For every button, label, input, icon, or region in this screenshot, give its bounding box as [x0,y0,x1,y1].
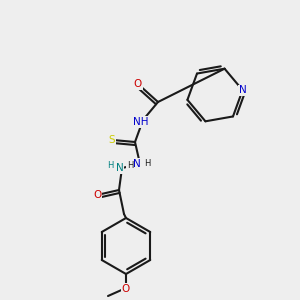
Text: N: N [133,159,141,169]
Text: N: N [239,85,246,95]
Text: S: S [109,135,115,145]
Text: O: O [122,284,130,294]
Text: N: N [116,163,124,173]
Text: O: O [93,190,101,200]
Text: O: O [134,79,142,89]
Text: H: H [107,161,113,170]
Text: H: H [127,161,133,170]
Text: NH: NH [133,117,149,127]
Text: H: H [144,160,150,169]
